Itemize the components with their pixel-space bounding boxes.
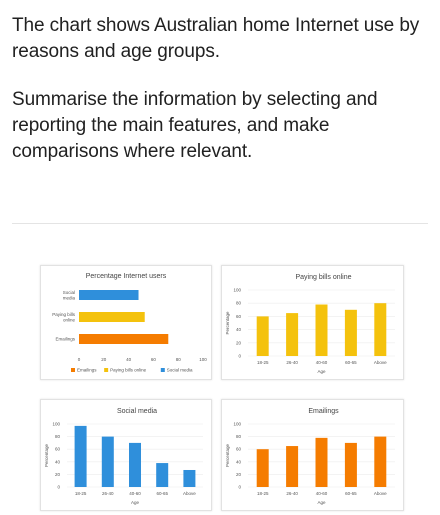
bar-paying-bills-online bbox=[79, 312, 145, 322]
bar-60-65 bbox=[344, 309, 357, 356]
y-tick-0: 0 bbox=[238, 485, 241, 490]
y-tick-60: 60 bbox=[55, 447, 61, 452]
x-tick-26-40: 26-40 bbox=[286, 360, 298, 365]
x-tick-above: Above bbox=[183, 491, 196, 496]
x-tick-100: 100 bbox=[199, 357, 207, 362]
x-tick-18-25: 18-25 bbox=[257, 360, 269, 365]
x-tick-0: 0 bbox=[78, 357, 81, 362]
chart-title: Social media bbox=[117, 408, 157, 415]
y-tick-20: 20 bbox=[236, 340, 242, 345]
chart-title: Percentage Internet users bbox=[86, 273, 167, 280]
x-tick-20: 20 bbox=[101, 357, 107, 362]
bar-26-40 bbox=[286, 313, 299, 356]
x-tick-26-40: 26-40 bbox=[102, 491, 114, 496]
panel-paying-bills-online: Paying bills online 0 20 40 60 80 100 Percentag… bbox=[221, 265, 404, 380]
y-tick-60: 60 bbox=[236, 314, 242, 319]
legend-label-paying-bills-online: Paying bills online bbox=[110, 368, 147, 373]
category-label-paying-bills-online-line2: online bbox=[63, 318, 76, 323]
x-tick-60-65: 60-65 bbox=[345, 491, 357, 496]
bar-40-60 bbox=[129, 442, 141, 487]
x-tick-40-60: 40-60 bbox=[316, 360, 328, 365]
category-label-paying-bills-online-line1: Paying bills bbox=[52, 312, 76, 317]
bar-emailings bbox=[79, 334, 169, 344]
chart-emailings: Emailings 0 20 40 60 80 100 Percentage 18-25 26-4… bbox=[225, 408, 395, 505]
y-tick-100: 100 bbox=[52, 422, 60, 427]
y-tick-20: 20 bbox=[55, 472, 61, 477]
x-tick-18-25: 18-25 bbox=[75, 491, 87, 496]
chart-title: Paying bills online bbox=[295, 274, 351, 281]
x-axis-label: Age bbox=[317, 369, 326, 374]
bar-40-60 bbox=[315, 437, 328, 487]
y-tick-100: 100 bbox=[233, 422, 241, 427]
y-tick-60: 60 bbox=[236, 447, 242, 452]
bar-40-60 bbox=[315, 304, 328, 356]
y-tick-80: 80 bbox=[236, 434, 242, 439]
x-tick-60: 60 bbox=[151, 357, 157, 362]
x-tick-above: Above bbox=[374, 491, 387, 496]
prompt-description: The chart shows Australian home Internet… bbox=[12, 15, 420, 62]
chart-paying-bills-online: Paying bills online 0 20 40 60 80 100 Percentag… bbox=[225, 274, 395, 374]
bar-18-25 bbox=[256, 316, 269, 356]
bar-60-65 bbox=[156, 463, 169, 487]
y-axis-label: Percentage bbox=[44, 444, 49, 468]
x-tick-26-40: 26-40 bbox=[286, 491, 298, 496]
y-tick-40: 40 bbox=[236, 459, 242, 464]
prompt-instruction: Summarise the information by selecting a… bbox=[12, 89, 378, 162]
x-tick-60-65: 60-65 bbox=[156, 491, 168, 496]
x-tick-above: Above bbox=[374, 360, 387, 365]
panel-emailings: Emailings 0 20 40 60 80 100 Percentage 18-25 26-4… bbox=[221, 399, 404, 511]
bar-26-40 bbox=[286, 446, 299, 487]
y-tick-0: 0 bbox=[57, 485, 60, 490]
category-label-emailings: Emailings bbox=[55, 337, 75, 342]
y-tick-20: 20 bbox=[236, 472, 242, 477]
y-axis-label: Percentage bbox=[225, 444, 230, 468]
x-tick-60-65: 60-65 bbox=[345, 360, 357, 365]
legend-label-social-media: Social media bbox=[167, 368, 193, 373]
x-tick-18-25: 18-25 bbox=[257, 491, 269, 496]
task-prompt: The chart shows Australian home Internet… bbox=[12, 0, 432, 165]
legend-swatch-paying-bills-online bbox=[104, 368, 109, 372]
y-tick-80: 80 bbox=[236, 301, 242, 306]
bar-above bbox=[374, 436, 387, 487]
x-tick-80: 80 bbox=[176, 357, 182, 362]
x-tick-40-60: 40-60 bbox=[129, 491, 141, 496]
category-label-social-media-line1: Social bbox=[63, 290, 75, 295]
x-tick-40-60: 40-60 bbox=[316, 491, 328, 496]
bar-social-media bbox=[79, 290, 139, 300]
x-axis-label: Age bbox=[317, 500, 326, 505]
panel-social-media: Social media 0 20 40 60 80 100 Percentage 18-25 2… bbox=[40, 399, 212, 511]
y-tick-40: 40 bbox=[55, 459, 61, 464]
bar-60-65 bbox=[344, 442, 357, 487]
y-axis-label: Percentage bbox=[225, 311, 230, 335]
x-tick-40: 40 bbox=[126, 357, 132, 362]
bar-18-25 bbox=[256, 449, 269, 487]
y-tick-0: 0 bbox=[238, 354, 241, 359]
legend-swatch-emailings bbox=[71, 368, 75, 372]
panel-percentage-internet-users: Percentage Internet users Social media Payi… bbox=[40, 265, 212, 380]
bar-18-25 bbox=[74, 425, 87, 487]
bar-above bbox=[183, 469, 196, 487]
bar-above bbox=[374, 303, 387, 356]
bar-26-40 bbox=[101, 436, 114, 487]
chart-social-media: Social media 0 20 40 60 80 100 Percentage 18-25 2… bbox=[44, 408, 203, 505]
x-axis-label: Age bbox=[131, 500, 140, 505]
chart-title: Emailings bbox=[308, 408, 339, 415]
category-label-social-media-line2: media bbox=[63, 296, 76, 301]
legend-swatch-social-media bbox=[160, 368, 165, 372]
legend-label-emailings: Emailings bbox=[77, 368, 97, 373]
y-tick-40: 40 bbox=[236, 327, 242, 332]
y-tick-80: 80 bbox=[55, 434, 61, 439]
section-divider bbox=[12, 223, 428, 224]
y-tick-100: 100 bbox=[233, 288, 241, 293]
